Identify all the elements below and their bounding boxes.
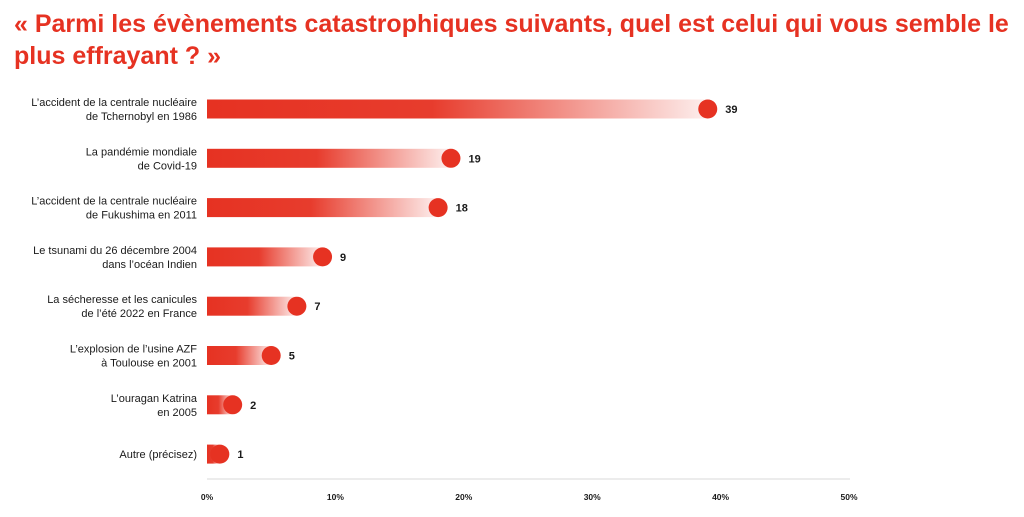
category-label: La pandémie mondiale bbox=[86, 146, 197, 158]
x-tick-label: 30% bbox=[584, 492, 601, 502]
data-label: 18 bbox=[456, 203, 468, 215]
bar-end-marker bbox=[210, 444, 230, 464]
bar-row: L’accident de la centrale nucléaire de Tc… bbox=[31, 97, 737, 123]
bar-end-marker bbox=[223, 395, 243, 415]
data-label: 2 bbox=[250, 400, 256, 412]
data-label: 19 bbox=[468, 153, 480, 165]
data-label: 39 bbox=[725, 104, 737, 116]
category-label: de Covid-19 bbox=[138, 160, 197, 172]
category-label: de Fukushima en 2011 bbox=[86, 210, 197, 222]
data-label: 7 bbox=[314, 301, 320, 313]
bar-end-marker bbox=[287, 296, 307, 316]
bar bbox=[207, 296, 297, 316]
category-label: Autre (précisez) bbox=[119, 449, 197, 461]
bar-row: L’accident de la centrale nucléaire de Fu… bbox=[31, 196, 468, 222]
chart-title: « Parmi les évènements catastrophiques s… bbox=[14, 10, 1009, 70]
category-label: Le tsunami du 26 décembre 2004 bbox=[33, 245, 197, 257]
x-tick-label: 10% bbox=[327, 492, 344, 502]
bar bbox=[207, 198, 439, 218]
category-label: dans l’océan Indien bbox=[102, 259, 197, 271]
category-label: L’explosion de l’usine AZF bbox=[70, 344, 197, 356]
category-label: de l’été 2022 en France bbox=[81, 308, 197, 320]
category-label: à Toulouse en 2001 bbox=[101, 358, 197, 370]
chart-rows: L’accident de la centrale nucléaire de Tc… bbox=[31, 97, 738, 464]
bar-row: La sécheresse et les canicules de l’été 2… bbox=[47, 294, 320, 320]
category-label: L’ouragan Katrina bbox=[111, 393, 198, 405]
category-label: L’accident de la centrale nucléaire bbox=[31, 196, 197, 208]
category-label: en 2005 bbox=[157, 407, 197, 419]
data-label: 1 bbox=[237, 449, 243, 461]
bar bbox=[207, 99, 708, 119]
bar bbox=[207, 346, 272, 365]
bar-row: Le tsunami du 26 décembre 2004 dans l’océ… bbox=[33, 245, 346, 271]
bar-row: Autre (précisez) 1 bbox=[119, 444, 243, 464]
x-tick-label: 20% bbox=[455, 492, 472, 502]
bar bbox=[207, 247, 323, 267]
bar-end-marker bbox=[428, 198, 448, 218]
bar-end-marker bbox=[261, 346, 281, 365]
x-tick-label: 0% bbox=[201, 492, 214, 502]
bar-end-marker bbox=[698, 99, 718, 119]
data-label: 9 bbox=[340, 252, 346, 264]
x-axis-ticks: 0% 10% 20% 30% 40% 50% bbox=[201, 492, 858, 502]
bar-end-marker bbox=[441, 148, 461, 168]
category-label: L’accident de la centrale nucléaire bbox=[31, 97, 197, 109]
bar-end-marker bbox=[313, 247, 333, 267]
bar-row: L’ouragan Katrina en 2005 2 bbox=[111, 393, 257, 419]
bar bbox=[207, 148, 451, 168]
bar-row: L’explosion de l’usine AZF à Toulouse en … bbox=[70, 344, 295, 370]
data-label: 5 bbox=[289, 351, 295, 363]
x-tick-label: 40% bbox=[712, 492, 729, 502]
category-label: La sécheresse et les canicules bbox=[47, 294, 197, 306]
x-tick-label: 50% bbox=[840, 492, 857, 502]
category-label: de Tchernobyl en 1986 bbox=[86, 111, 197, 123]
bar-row: La pandémie mondiale de Covid-19 19 bbox=[86, 146, 481, 172]
